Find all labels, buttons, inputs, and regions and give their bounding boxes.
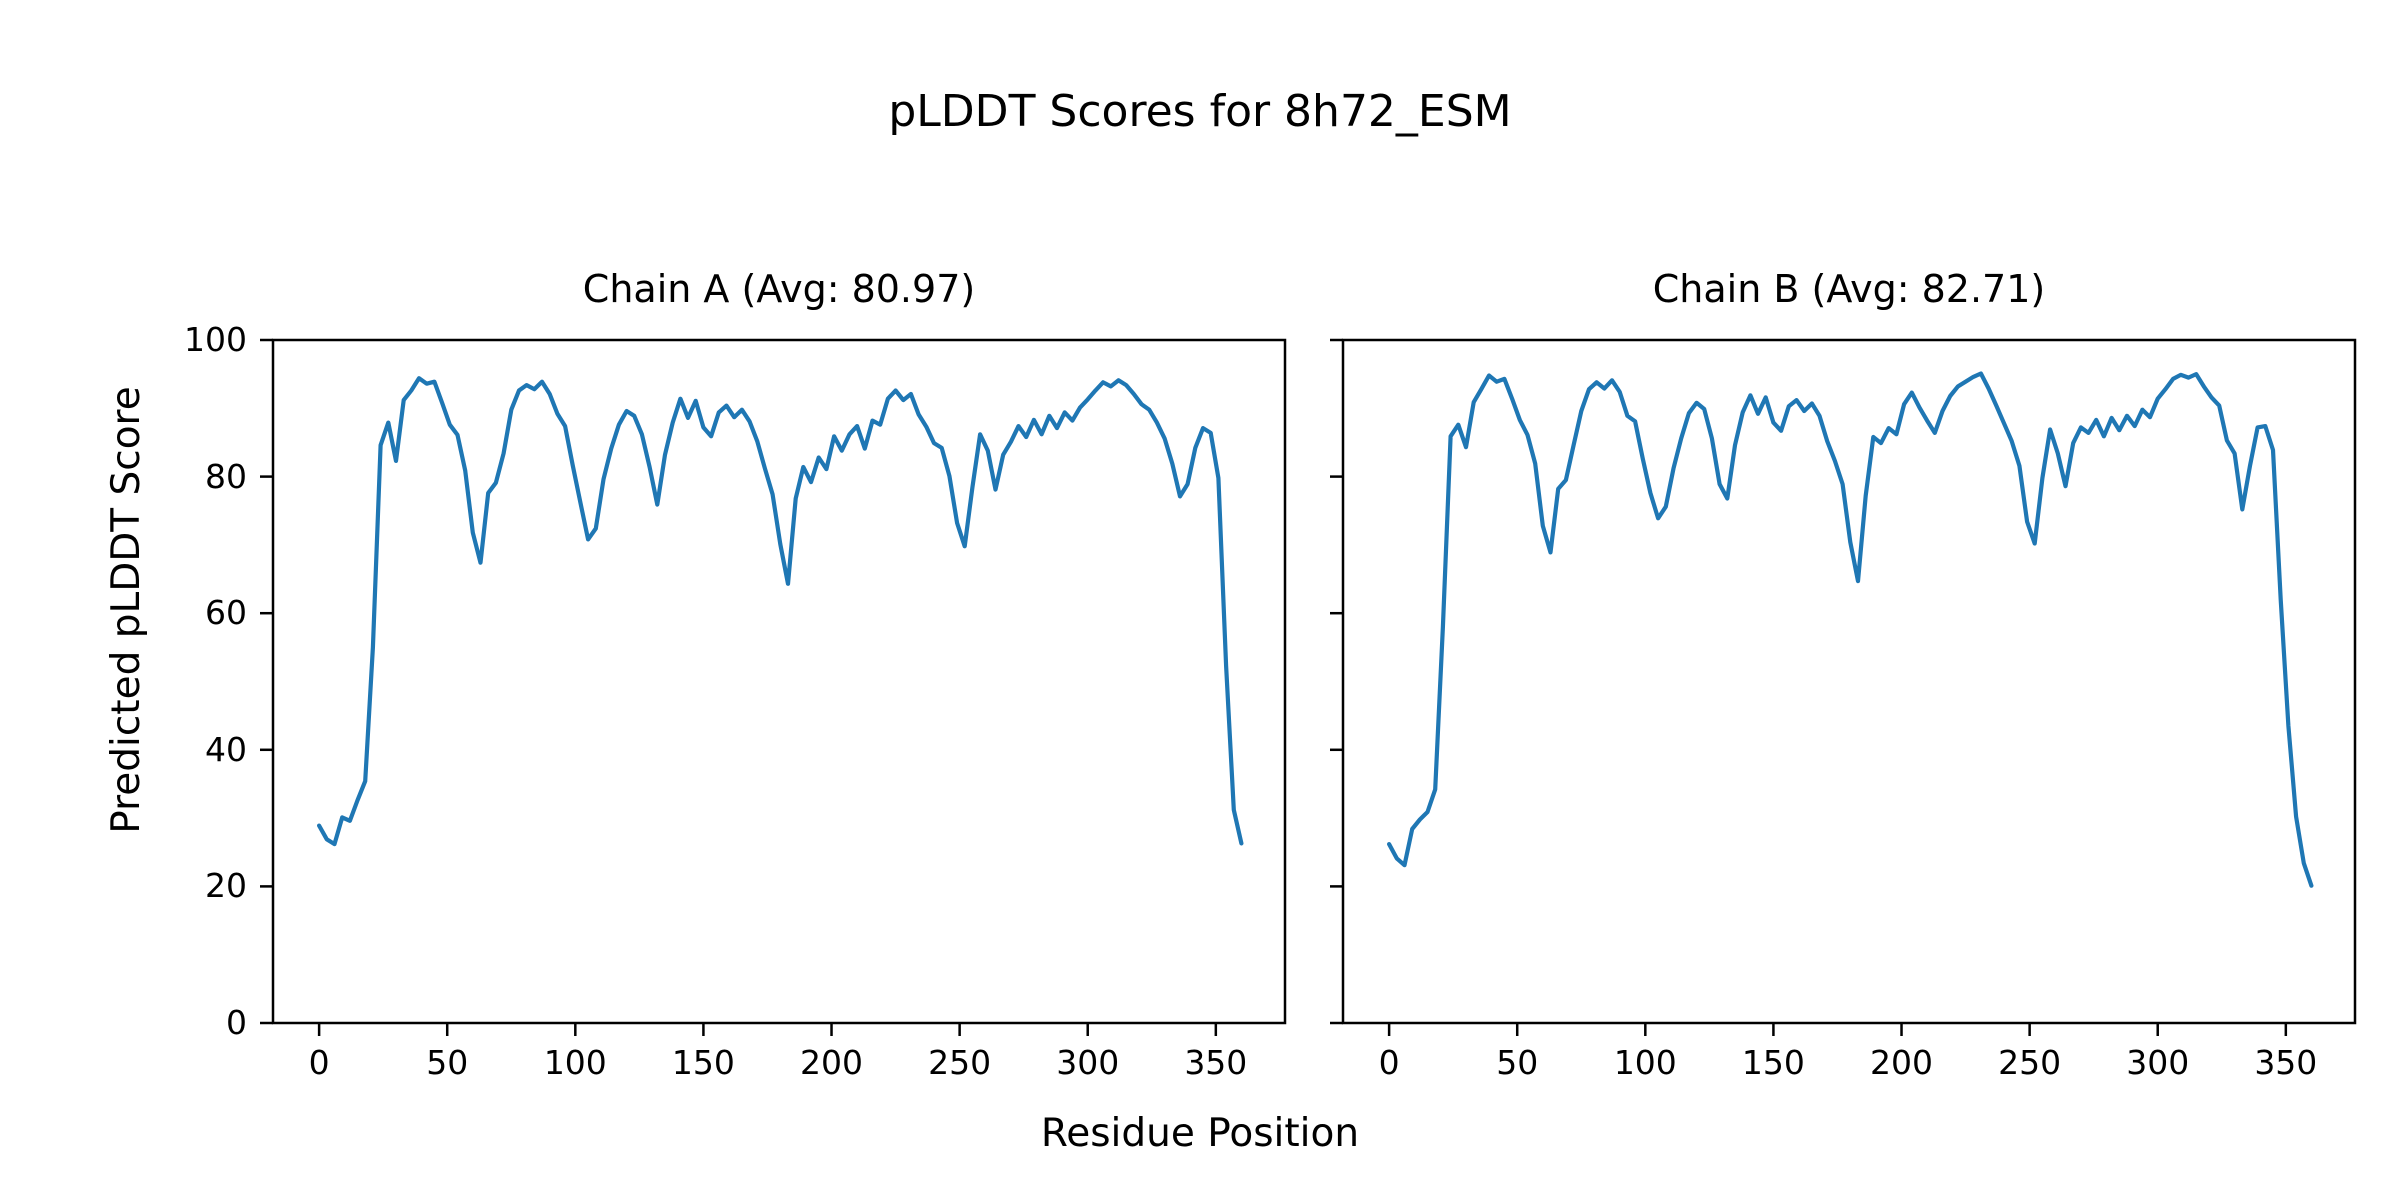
x-tick-label: 200: [800, 1043, 864, 1082]
y-tick-label: 60: [205, 593, 247, 633]
x-tick-label: 150: [1741, 1043, 1805, 1082]
x-tick-label: 350: [2254, 1043, 2318, 1082]
figure-title: pLDDT Scores for 8h72_ESM: [888, 86, 1512, 137]
y-tick-label: 20: [205, 866, 247, 906]
x-axis-label: Residue Position: [1040, 1111, 1360, 1156]
plddt-line-chain-a: [317, 376, 1244, 847]
x-tick-label: 300: [2126, 1043, 2190, 1082]
y-tick-label: 40: [205, 729, 247, 769]
x-tick-label: 100: [543, 1043, 607, 1082]
x-tick-label: 250: [928, 1043, 992, 1082]
subplot-title-chain-b: Chain B (Avg: 82.71): [1652, 267, 2046, 311]
y-tick-label: 80: [205, 456, 247, 496]
subplot-title-chain-a: Chain A (Avg: 80.97): [582, 267, 976, 311]
x-tick-label: 100: [1613, 1043, 1677, 1082]
x-tick-label: 0: [1378, 1043, 1400, 1082]
y-tick-label: 100: [184, 320, 247, 359]
x-tick-label: 50: [1496, 1043, 1539, 1082]
axes-spines: [271, 338, 1287, 1025]
axes-spines: [1341, 338, 2357, 1025]
y-tick-label: 0: [226, 1003, 247, 1042]
x-tick-label: 350: [1184, 1043, 1248, 1082]
x-tick-label: 0: [308, 1043, 330, 1082]
x-tick-label: 250: [1998, 1043, 2062, 1082]
x-tick-label: 50: [426, 1043, 469, 1082]
x-tick-label: 150: [671, 1043, 735, 1082]
x-tick-label: 200: [1870, 1043, 1934, 1082]
x-tick-label: 300: [1056, 1043, 1120, 1082]
plddt-line-chain-b: [1386, 371, 2314, 888]
